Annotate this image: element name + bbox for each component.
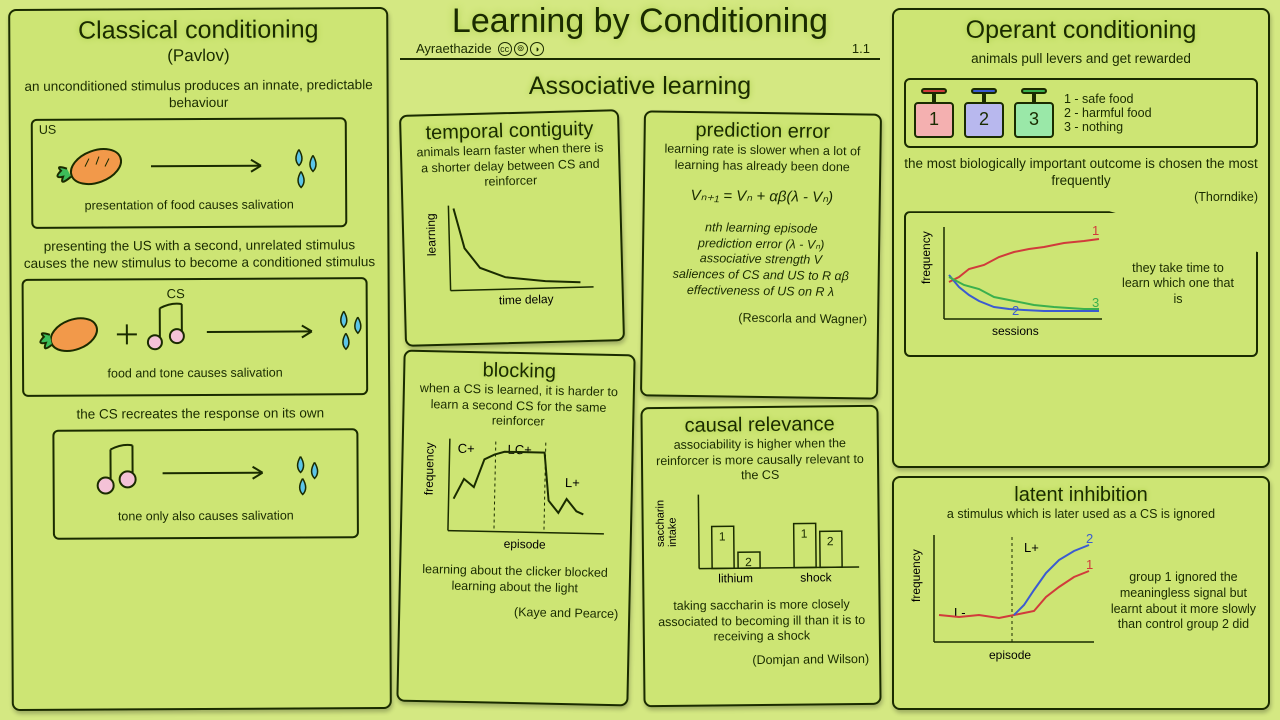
- svg-text:frequency: frequency: [421, 442, 436, 495]
- svg-text:time delay: time delay: [499, 292, 554, 307]
- svg-text:L+: L+: [1024, 540, 1039, 555]
- box2-caption: food and tone causes salivation: [32, 365, 358, 382]
- latent-title: latent inhibition: [904, 484, 1258, 507]
- blocking-chart: C+ LC+ L+ frequency episode: [413, 430, 621, 564]
- svg-text:1: 1: [1092, 223, 1099, 238]
- latent-panel: latent inhibition a stimulus which is la…: [892, 476, 1270, 710]
- author: Ayraethazide: [416, 41, 492, 56]
- classical-sub: (Pavlov): [20, 44, 376, 67]
- operant-p2: the most biologically important outcome …: [904, 156, 1258, 190]
- prediction-desc: learning rate is slower when a lot of le…: [655, 142, 869, 176]
- svg-text:lithium: lithium: [718, 571, 753, 585]
- svg-text:CS: CS: [167, 286, 185, 301]
- page-title: Learning by Conditioning: [400, 2, 880, 41]
- causal-panel: causal relevance associability is higher…: [640, 405, 881, 707]
- svg-text:saccharin: saccharin: [654, 500, 666, 547]
- classical-panel: Classical conditioning (Pavlov) an uncon…: [8, 7, 392, 711]
- lever-1: 1: [914, 88, 954, 138]
- operant-sub: animals pull levers and get rewarded: [904, 51, 1258, 68]
- latent-chart: frequency episode L- L+ 2 1: [904, 527, 1103, 677]
- prediction-citation: (Rescorla and Wagner): [653, 310, 867, 329]
- svg-text:LC+: LC+: [507, 442, 532, 458]
- svg-text:2: 2: [1012, 303, 1019, 318]
- operant-title: Operant conditioning: [904, 16, 1258, 45]
- svg-text:1: 1: [801, 526, 808, 540]
- version: 1.1: [852, 41, 870, 56]
- svg-text:episode: episode: [989, 648, 1031, 662]
- box3-caption: tone only also causes salivation: [63, 508, 349, 525]
- box1-caption: presentation of food causes salivation: [41, 197, 337, 214]
- classical-box2: CS food and tone causes salivation: [22, 277, 369, 397]
- svg-text:C+: C+: [457, 441, 474, 456]
- lever-3: 3: [1014, 88, 1054, 138]
- causal-desc: associability is higher when the reinfor…: [653, 436, 867, 485]
- svg-text:1: 1: [1086, 557, 1093, 572]
- svg-text:frequency: frequency: [909, 549, 923, 602]
- svg-text:1: 1: [719, 529, 726, 543]
- lever-legend: 1 - safe food 2 - harmful food 3 - nothi…: [1064, 92, 1248, 134]
- svg-text:learning: learning: [424, 213, 439, 256]
- cc-icons: cc⊚◑: [498, 42, 544, 56]
- temporal-desc: animals learn faster when there is a sho…: [412, 140, 609, 192]
- svg-text:L+: L+: [564, 475, 579, 490]
- svg-text:intake: intake: [667, 517, 679, 546]
- temporal-panel: temporal contiguity animals learn faster…: [399, 109, 625, 347]
- prediction-notes: nth learning episode prediction error (λ…: [653, 220, 868, 301]
- cs-diagram: CS: [32, 283, 382, 367]
- operant-citation: (Thorndike): [904, 190, 1258, 206]
- section-title: Associative learning: [450, 72, 830, 101]
- prediction-formula: Vₙ₊₁ = Vₙ + αβ(λ - Vₙ): [655, 187, 869, 209]
- classical-box3: tone only also causes salivation: [52, 428, 359, 540]
- svg-text:2: 2: [1086, 531, 1093, 546]
- header-block: Learning by Conditioning Ayraethazide cc…: [400, 2, 880, 60]
- operant-panel: Operant conditioning animals pull levers…: [892, 8, 1270, 468]
- classical-title: Classical conditioning: [20, 15, 376, 46]
- operant-chart-box: frequency sessions 1 2 3 they take time …: [904, 211, 1258, 357]
- prediction-panel: prediction error learning rate is slower…: [640, 110, 882, 399]
- causal-citation: (Domjan and Wilson): [655, 652, 869, 670]
- us-diagram: [41, 127, 361, 199]
- classical-p1: an unconditioned stimulus produces an in…: [21, 77, 377, 113]
- classical-box1: US presentation of food causes salivatio…: [31, 117, 348, 229]
- operant-note: they take time to learn which one that i…: [1118, 261, 1238, 308]
- classical-p2: presenting the US with a second, unrelat…: [21, 237, 377, 273]
- svg-text:sessions: sessions: [992, 324, 1039, 338]
- operant-chart: frequency sessions 1 2 3: [912, 219, 1112, 349]
- classical-p3: the CS recreates the response on its own: [22, 405, 378, 424]
- us-label: US: [39, 123, 56, 137]
- svg-text:episode: episode: [503, 537, 546, 552]
- latent-note: group 1 ignored the meaningless signal b…: [1109, 570, 1258, 633]
- svg-text:2: 2: [827, 534, 834, 548]
- blocking-citation: (Kaye and Pearce): [410, 603, 618, 623]
- causal-title: causal relevance: [653, 413, 867, 438]
- temporal-chart: learning time delay: [416, 191, 609, 316]
- blocking-desc: when a CS is learned, it is harder to le…: [414, 381, 623, 432]
- causal-chart: saccharin intake 1 2 1 2 lithium shock: [653, 485, 869, 597]
- svg-text:shock: shock: [800, 570, 832, 584]
- prediction-title: prediction error: [656, 119, 870, 145]
- blocking-caption: learning about the clicker blocked learn…: [411, 562, 620, 598]
- svg-text:frequency: frequency: [919, 232, 933, 285]
- blocking-panel: blocking when a CS is learned, it is har…: [396, 350, 635, 707]
- svg-text:3: 3: [1092, 295, 1099, 310]
- svg-text:2: 2: [745, 555, 752, 569]
- latent-desc: a stimulus which is later used as a CS i…: [904, 507, 1258, 523]
- cs-only-diagram: [62, 434, 362, 510]
- lever-2: 2: [964, 88, 1004, 138]
- lever-box: 1 2 3 1 - safe food 2 - harmful food 3 -…: [904, 78, 1258, 148]
- causal-caption: taking saccharin is more closely associa…: [654, 597, 868, 646]
